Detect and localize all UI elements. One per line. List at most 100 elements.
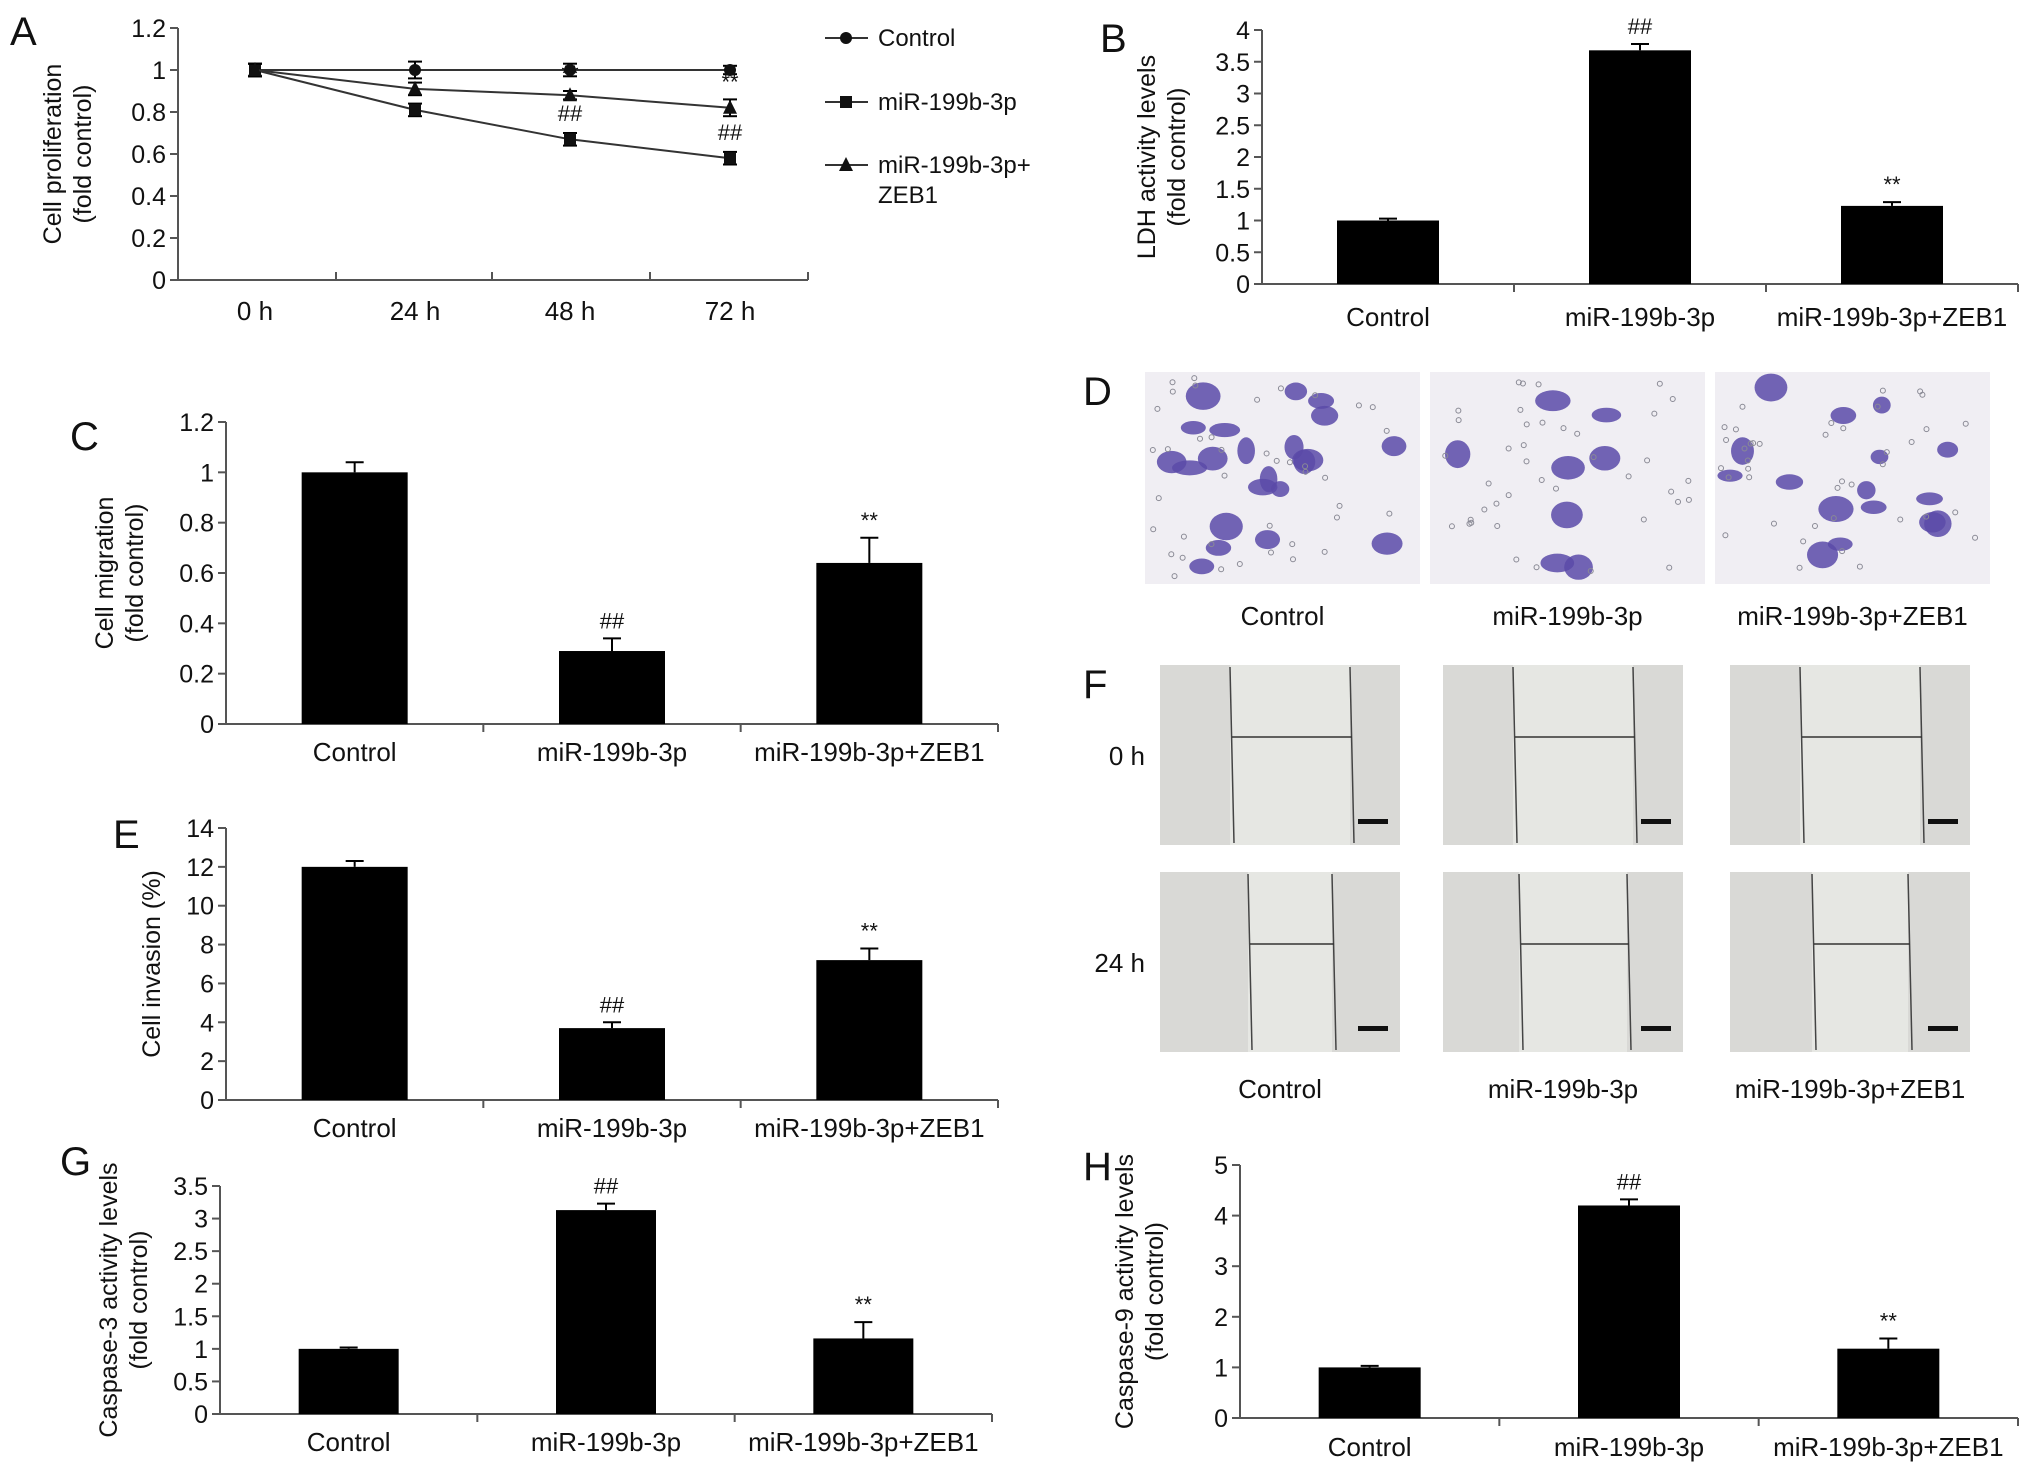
panel-letter-f: F	[1083, 663, 1107, 707]
y-axis-label: Cell invasion (%)	[138, 870, 166, 1058]
wound-edge	[1518, 873, 1524, 1051]
membrane-pore	[1722, 532, 1729, 539]
scratch-gap	[1812, 872, 1908, 1052]
bar-mir-199b-3p	[559, 1028, 665, 1100]
stained-cell	[1237, 437, 1255, 465]
chart-c-cell-migration: 0 0.2 0.4 0.6 0.8 1 1.2 Control ## miR-199b-3p ** m…	[91, 409, 999, 767]
y-tick-label: 1	[152, 57, 166, 85]
membrane-pore	[1685, 477, 1692, 484]
membrane-pore	[1533, 564, 1540, 571]
y-tick-label: 0.5	[173, 1368, 208, 1396]
stained-cell	[1381, 436, 1407, 457]
point-square	[840, 96, 852, 108]
bar-mir-199b-3p-zeb1	[816, 960, 923, 1100]
stained-cell	[1754, 373, 1788, 402]
y-tick-label: 3	[1236, 81, 1250, 109]
scale-bar	[1358, 819, 1388, 824]
membrane-pore	[1750, 440, 1757, 447]
y-tick-label: 0.8	[131, 99, 166, 127]
panel-letter-c: C	[70, 415, 99, 459]
membrane-pore	[1263, 450, 1270, 457]
wound-edge	[1331, 873, 1337, 1051]
stained-cell	[1209, 423, 1241, 438]
membrane-pore	[1552, 485, 1559, 492]
x-category-label: miR-199b-3p+ZEB1	[754, 737, 985, 767]
stained-cell	[1916, 492, 1943, 506]
membrane-pore	[1523, 458, 1530, 465]
membrane-pore	[1874, 403, 1881, 410]
membrane-pore	[1369, 404, 1376, 411]
image-label: miR-199b-3p	[1492, 601, 1642, 631]
x-category-label: 72 h	[705, 296, 756, 326]
membrane-pore	[1481, 506, 1488, 513]
stained-cell	[1937, 441, 1959, 458]
membrane-pore	[1590, 454, 1597, 461]
scale-bar	[1641, 819, 1671, 824]
y-tick-label: 1	[194, 1336, 208, 1364]
scale-bar	[1928, 819, 1958, 824]
image-label: miR-199b-3p+ZEB1	[1737, 601, 1968, 631]
x-category-label: miR-199b-3p+ZEB1	[748, 1427, 979, 1457]
membrane-pore	[1155, 495, 1162, 502]
y-tick-label: 2.5	[173, 1238, 208, 1266]
wound-edge	[1907, 873, 1913, 1051]
significance-label: ##	[1628, 14, 1653, 39]
panel-letter-e: E	[113, 813, 140, 857]
membrane-pore	[1923, 513, 1930, 520]
x-category-label: miR-199b-3p+ZEB1	[1773, 1432, 2004, 1462]
membrane-pore	[1171, 573, 1178, 580]
membrane-pore	[1442, 452, 1449, 459]
point-triangle	[248, 62, 262, 76]
x-category-label: miR-199b-3p+ZEB1	[754, 1113, 985, 1143]
membrane-pore	[1883, 449, 1890, 456]
chart-e-cell-invasion: 0 2 4 6 8 10 12 14 Control ## miR-199b-3p ** miR-199…	[138, 815, 999, 1143]
bar-mir-199b-3p	[1578, 1205, 1680, 1418]
y-tick-label: 3	[194, 1206, 208, 1234]
y-tick-label: 0.4	[179, 610, 214, 638]
y-tick-label: 1	[1236, 208, 1250, 236]
chart-h-caspase9: 0 1 2 3 4 5 Control ## miR-199b-3p ** miR-199b-3p+…	[1111, 1152, 2019, 1462]
scale-bar	[1358, 1026, 1388, 1031]
membrane-pore	[1455, 407, 1462, 414]
membrane-pore	[1625, 473, 1632, 480]
stained-cell	[1284, 382, 1308, 401]
membrane-pore	[1517, 406, 1524, 413]
membrane-pore	[1725, 474, 1732, 481]
significance-label: ##	[718, 120, 743, 145]
significance-label: ##	[1617, 1169, 1642, 1194]
membrane-pore	[1962, 420, 1969, 427]
stained-cell	[1311, 405, 1339, 426]
y-tick-label: 3	[1214, 1253, 1228, 1281]
membrane-pore	[1668, 488, 1675, 495]
y-tick-label: 0	[194, 1401, 208, 1429]
x-category-label: miR-199b-3p+ZEB1	[1777, 302, 2008, 332]
membrane-pore	[1523, 421, 1530, 428]
bar-control	[1337, 220, 1439, 284]
y-tick-label: 6	[200, 970, 214, 998]
stained-cell	[1857, 481, 1876, 500]
y-tick-label: 0	[200, 1087, 214, 1115]
membrane-pore	[1856, 563, 1863, 570]
membrane-pore	[1739, 403, 1746, 410]
membrane-pore	[1952, 509, 1959, 516]
y-tick-label: 0.2	[179, 661, 214, 689]
time-row-label: 0 h	[1109, 741, 1145, 771]
x-category-label: miR-199b-3p	[537, 1113, 687, 1143]
membrane-pore	[1312, 392, 1319, 399]
y-tick-label: 0	[200, 711, 214, 739]
y-tick-label: 4	[200, 1009, 214, 1037]
membrane-pore	[1721, 424, 1728, 431]
membrane-pore	[1164, 446, 1171, 453]
membrane-pore	[1493, 500, 1500, 507]
membrane-pore	[1830, 515, 1837, 522]
significance-label: **	[561, 61, 579, 86]
membrane-pore	[1289, 541, 1296, 548]
bar-control	[1318, 1367, 1421, 1418]
scale-bar	[1641, 1026, 1671, 1031]
stained-cell	[1830, 407, 1857, 424]
stained-cell	[1197, 446, 1228, 471]
y-tick-label: 1.5	[1215, 176, 1250, 204]
membrane-pore	[1468, 519, 1475, 526]
image-label: miR-199b-3p+ZEB1	[1735, 1074, 1966, 1104]
bar-control	[301, 866, 408, 1100]
